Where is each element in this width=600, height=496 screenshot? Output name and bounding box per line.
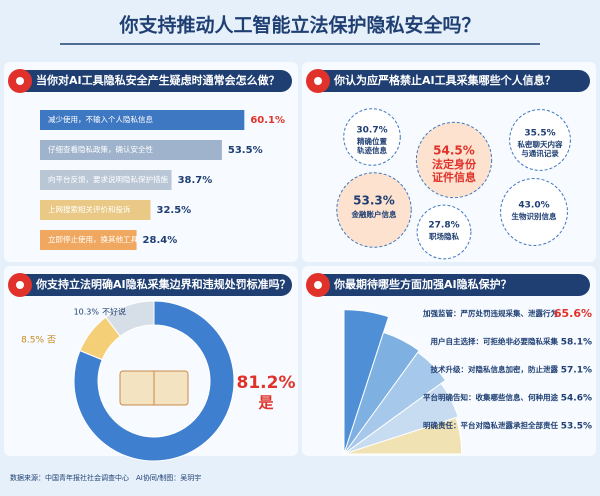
fan-wedge [343, 331, 420, 455]
category-label: 不好说 [102, 307, 126, 317]
header-icon-dot [16, 77, 24, 85]
bubble [343, 108, 401, 166]
fan-label: 加强监管：严厉处罚违规采集、泄露行为 [422, 308, 558, 318]
fan-wedge [343, 351, 447, 455]
header-icon-dot [16, 281, 24, 289]
bar [40, 110, 245, 130]
source-note: 数据来源：中国青年报社社会调查中心 AI协同/制图：吴玥宇 [10, 473, 201, 482]
bubble-label: 法定身份证件信息 [432, 157, 477, 184]
value-label: 54.6% [561, 394, 592, 404]
section-header [10, 274, 292, 296]
fan-label: 明确责任：平台对隐私泄露承担全部责任 [423, 420, 558, 430]
value-label: 53.5% [561, 422, 592, 432]
fan-label: 技术升级：对隐私信息加密，防止泄露 [431, 364, 559, 374]
bar [40, 140, 222, 160]
value-label: 38.7% [178, 175, 213, 186]
bubble-label: 私密聊天内容与通讯记录 [517, 139, 563, 158]
bar-label: 立即停止使用，换其他工具 [48, 234, 138, 244]
fan-wedge [343, 382, 459, 455]
bubble-value: 54.5% [433, 144, 475, 158]
bubble-label: 生物识别信息 [512, 211, 557, 221]
bubble-value: 30.7% [356, 126, 387, 136]
bar-label: 向平台反馈，要求说明隐私保护措施 [48, 174, 168, 184]
bar [40, 230, 137, 250]
donut-segment [105, 300, 155, 338]
bubble [509, 109, 571, 171]
value-label: 60.1% [250, 115, 285, 126]
value-label: 10.3% [74, 308, 100, 317]
category-label: 是 [257, 394, 274, 412]
fan-wedge [343, 309, 390, 455]
bubble [500, 178, 568, 246]
bubble-value: 53.3% [353, 194, 395, 208]
section-title: 你最期待哪些方面加强AI隐私保护？ [333, 277, 512, 291]
fan-label: 用户自主选择：可拒绝非必要隐私采集 [431, 336, 559, 346]
bar [40, 170, 172, 190]
value-label: 81.2% [237, 373, 296, 393]
value-label: 57.1% [561, 366, 592, 376]
bubble-value: 43.0% [518, 201, 549, 211]
bubble-label: 职场隐私 [429, 231, 459, 241]
bubble-value: 27.8% [428, 221, 459, 231]
section-header [10, 70, 292, 92]
bar-label: 减少使用，不输入个人隐私信息 [48, 114, 153, 124]
value-label: 28.4% [143, 235, 178, 246]
bar-label: 仔细查看隐私政策，确认安全性 [48, 144, 153, 154]
section-title: 当你对AI工具隐私安全产生疑虑时通常会怎么做？ [36, 73, 280, 87]
main-title: 你支持推动人工智能立法保护隐私安全吗？ [118, 14, 480, 37]
bubble-label: 精确位置轨迹信息 [357, 136, 387, 155]
section-title: 你支持立法明确AI隐私采集边界和违规处罚标准吗？ [35, 277, 291, 291]
section-header [308, 274, 590, 296]
bar [40, 200, 151, 220]
section-title: 你认为应严格禁止AI工具采集哪些个人信息？ [333, 73, 556, 87]
section-header [308, 70, 590, 92]
bar-label: 上网搜索相关评价和投诉 [48, 204, 131, 214]
bubble-value: 35.5% [524, 129, 555, 139]
value-label: 58.1% [561, 338, 592, 348]
fan-label: 平台明确告知：收集哪些信息、何种用途 [423, 392, 558, 402]
bubble [336, 172, 412, 248]
bubble [416, 204, 472, 260]
value-label: 32.5% [157, 205, 192, 216]
category-label: 否 [47, 335, 56, 346]
bubble [415, 121, 493, 199]
value-label: 8.5% [21, 336, 44, 346]
fan-wedge [343, 416, 463, 455]
value-label: 65.6% [554, 307, 592, 320]
header-icon-dot [314, 281, 322, 289]
donut-segment [73, 300, 235, 462]
header-icon-dot [314, 77, 322, 85]
value-label: 53.5% [228, 145, 263, 156]
bubble-label: 金融账户信息 [351, 209, 397, 219]
